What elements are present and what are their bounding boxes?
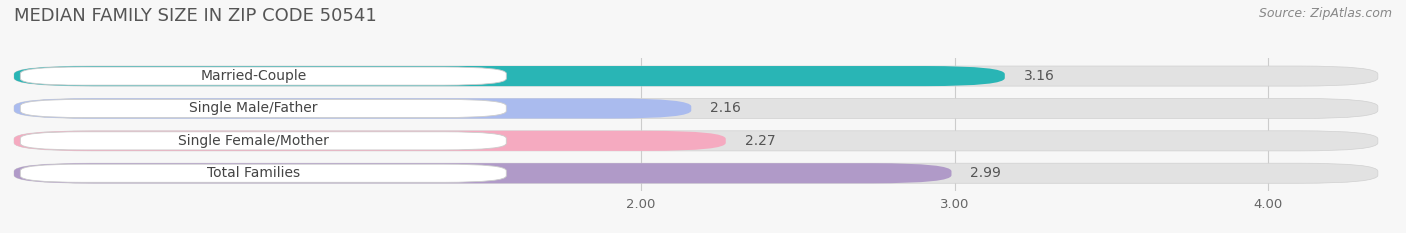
Text: 2.99: 2.99 (970, 166, 1001, 180)
FancyBboxPatch shape (14, 66, 1378, 86)
FancyBboxPatch shape (14, 98, 692, 119)
FancyBboxPatch shape (20, 164, 506, 182)
FancyBboxPatch shape (14, 98, 1378, 119)
Text: 2.27: 2.27 (745, 134, 775, 148)
FancyBboxPatch shape (20, 132, 506, 150)
FancyBboxPatch shape (20, 99, 506, 117)
FancyBboxPatch shape (14, 163, 952, 183)
Text: Single Male/Father: Single Male/Father (190, 101, 318, 116)
Text: Total Families: Total Families (207, 166, 299, 180)
FancyBboxPatch shape (14, 131, 1378, 151)
FancyBboxPatch shape (14, 163, 1378, 183)
Text: Source: ZipAtlas.com: Source: ZipAtlas.com (1258, 7, 1392, 20)
Text: Married-Couple: Married-Couple (201, 69, 307, 83)
Text: 2.16: 2.16 (710, 101, 741, 116)
Text: MEDIAN FAMILY SIZE IN ZIP CODE 50541: MEDIAN FAMILY SIZE IN ZIP CODE 50541 (14, 7, 377, 25)
FancyBboxPatch shape (14, 66, 1005, 86)
Text: Single Female/Mother: Single Female/Mother (179, 134, 329, 148)
FancyBboxPatch shape (14, 131, 725, 151)
Text: 3.16: 3.16 (1024, 69, 1054, 83)
FancyBboxPatch shape (20, 67, 506, 85)
